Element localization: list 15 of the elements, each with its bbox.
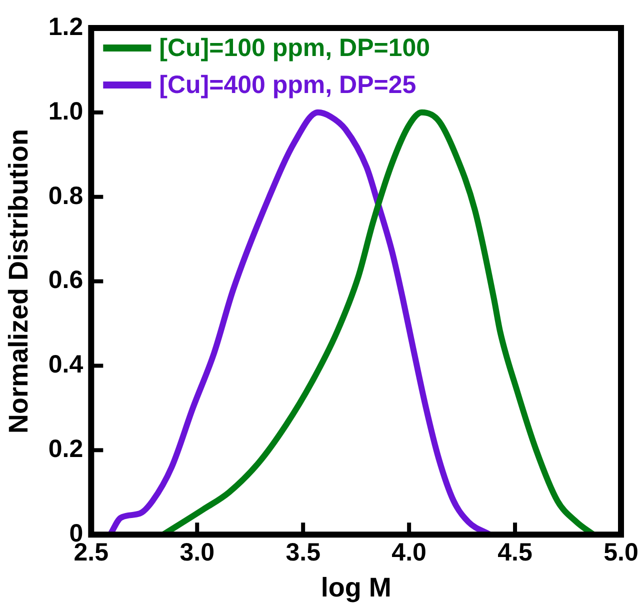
y-tick-label: 0.2 [48,435,84,464]
y-tick-label: 1.2 [48,12,84,41]
y-tick-label: 0.8 [48,182,84,210]
x-tick-label: 4.5 [498,538,532,566]
x-tick-label: 5.0 [604,538,638,566]
legend-label: [Cu]=400 ppm, DP=25 [159,70,416,99]
legend-label: [Cu]=100 ppm, DP=100 [159,34,430,62]
y-tick-label: 0.6 [48,266,84,294]
y-tick-label: 0.4 [48,350,84,379]
x-tick-label: 4.0 [392,538,426,566]
x-tick-label: 3.0 [180,538,215,566]
x-axis-title: log M [320,572,392,602]
y-tick-label: 1.0 [48,97,84,126]
x-tick-label: 3.5 [286,538,321,566]
y-axis-title: Normalized Distribution [4,129,34,434]
